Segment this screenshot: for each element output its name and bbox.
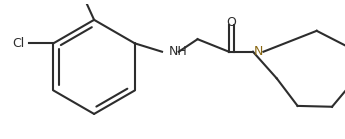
Text: NH: NH [168, 45, 187, 58]
Text: O: O [226, 16, 236, 29]
Text: Cl: Cl [12, 37, 24, 50]
Text: N: N [254, 45, 263, 58]
